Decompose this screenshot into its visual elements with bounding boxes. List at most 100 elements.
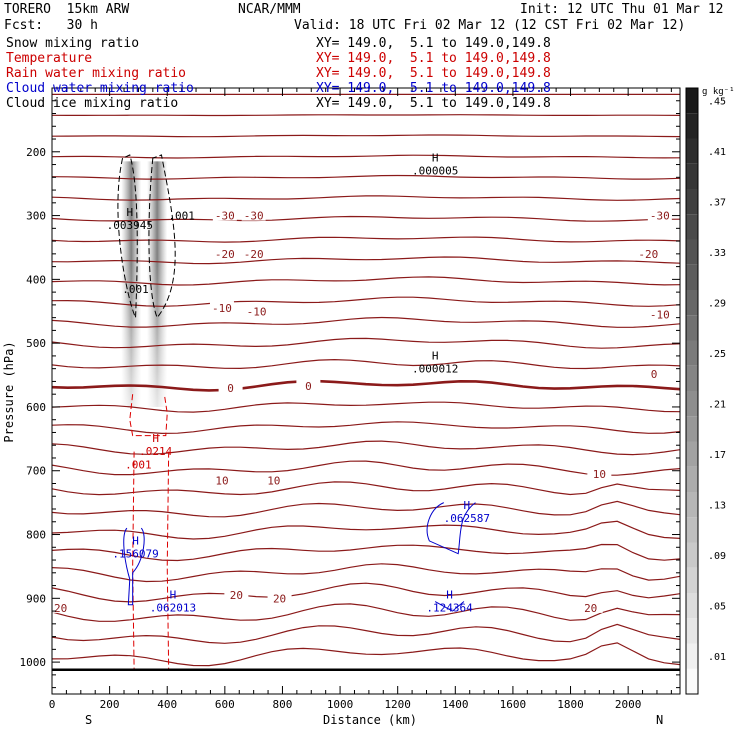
colorbar-cell xyxy=(686,492,698,518)
isotherm-label-bg xyxy=(224,588,249,601)
contour-label: .001 xyxy=(122,283,149,296)
y-tick-label: 600 xyxy=(26,401,46,414)
isotherm-label-bg xyxy=(578,600,603,613)
colorbar-cell xyxy=(686,365,698,391)
isotherm xyxy=(51,215,681,222)
field-xy: XY= 149.0, 5.1 to 149.0,149.8 xyxy=(316,66,551,81)
colorbar-label: .21 xyxy=(708,400,726,411)
model-title: TORERO 15km ARW xyxy=(4,2,130,17)
colorbar-label: .25 xyxy=(708,349,726,360)
isotherm-label-bg xyxy=(212,208,237,221)
isotherm xyxy=(51,316,681,328)
isotherm-label-bg xyxy=(209,473,234,486)
isotherm-label-bg xyxy=(261,473,286,486)
x-tick-label: 600 xyxy=(215,698,235,711)
colorbar-label: .17 xyxy=(708,450,726,461)
colorbar-label: .29 xyxy=(708,299,726,310)
org-label: NCAR/MMM xyxy=(238,2,301,17)
maximum-value: .0214 xyxy=(139,445,172,458)
isotherm-label: -30 xyxy=(215,210,235,223)
colorbar-cell xyxy=(686,542,698,568)
colorbar-label: .09 xyxy=(708,551,726,562)
colorbar-cell xyxy=(686,643,698,669)
maximum-marker: H xyxy=(132,534,139,547)
colorbar-label: .33 xyxy=(708,248,726,259)
snow-contour xyxy=(117,154,138,318)
isotherm xyxy=(51,276,681,286)
colorbar-cell xyxy=(686,466,698,492)
isotherm-label-bg xyxy=(218,380,243,393)
plot-frame xyxy=(51,87,681,695)
maximum-value: .003945 xyxy=(107,219,153,232)
rain-contour xyxy=(166,451,170,669)
maximum-value: .124364 xyxy=(426,602,473,615)
maximum-marker: H xyxy=(126,206,133,219)
y-tick-label: 500 xyxy=(26,337,46,350)
colorbar-cell xyxy=(686,517,698,543)
isotherm-label-bg xyxy=(647,208,672,221)
maximum-marker: H xyxy=(152,432,159,445)
isotherm-label: 20 xyxy=(230,589,243,602)
isotherm xyxy=(51,623,681,644)
field-xy: XY= 149.0, 5.1 to 149.0,149.8 xyxy=(316,36,551,51)
field-name: Cloud water mixing ratio xyxy=(6,81,194,96)
isotherm-label: -10 xyxy=(212,302,232,315)
isotherm-label-bg xyxy=(267,591,292,604)
isotherm xyxy=(51,543,681,562)
colorbar-cell xyxy=(686,189,698,215)
colorbar-label: .13 xyxy=(708,501,726,512)
y-tick-label: 800 xyxy=(26,529,46,542)
field-name: Temperature xyxy=(6,51,93,66)
isotherm xyxy=(51,563,681,583)
colorbar-cell xyxy=(686,593,698,619)
colorbar-cell xyxy=(686,264,698,290)
colorbar-cell xyxy=(686,618,698,644)
colorbar-cell xyxy=(686,113,698,139)
field-name: Snow mixing ratio xyxy=(6,36,140,51)
snow-shading-fade xyxy=(118,161,171,420)
colorbar-label: .41 xyxy=(708,147,726,158)
isotherm xyxy=(51,481,681,496)
isotherm xyxy=(51,460,681,476)
cloud-water-contour xyxy=(123,527,145,606)
colorbar-cell xyxy=(686,214,698,240)
isotherm-label: 20 xyxy=(54,602,67,615)
isotherm-label: 0 xyxy=(305,380,312,393)
y-tick-label: 1000 xyxy=(20,656,47,669)
isotherm-label-bg xyxy=(209,301,234,314)
maximum-value: .062587 xyxy=(444,512,490,525)
colorbar-label: .01 xyxy=(708,652,726,663)
isotherm-label-bg xyxy=(296,378,321,391)
isotherm xyxy=(51,421,681,435)
isotherm xyxy=(51,174,681,180)
cloud-water-contour xyxy=(426,502,476,555)
isotherm-label: 10 xyxy=(593,468,606,481)
init-label: Init: 12 UTC Thu 01 Mar 12 xyxy=(520,2,724,17)
y-axis-label: Pressure (hPa) xyxy=(2,341,16,442)
field-xy: XY= 149.0, 5.1 to 149.0,149.8 xyxy=(316,81,551,96)
isotherm xyxy=(51,642,681,667)
maximum-marker: H xyxy=(170,589,177,602)
maximum-marker: H xyxy=(464,499,471,512)
isotherm xyxy=(51,358,681,370)
isotherm-label-bg xyxy=(642,366,667,379)
x-tick-label: 400 xyxy=(157,698,177,711)
isotherm-label: 20 xyxy=(584,602,597,615)
y-tick-label: 400 xyxy=(26,273,46,286)
x-tick-label: 200 xyxy=(100,698,120,711)
isotherm-label: 20 xyxy=(273,592,286,605)
x-tick-label: 1000 xyxy=(327,698,354,711)
colorbar-cell xyxy=(686,391,698,417)
isotherm-label: -20 xyxy=(215,248,235,261)
cloud-water-contour xyxy=(434,601,465,612)
colorbar-cell xyxy=(686,290,698,316)
maximum-value: .000005 xyxy=(412,165,458,178)
isotherm xyxy=(51,520,681,540)
left-end-label: S xyxy=(85,713,92,727)
colorbar-cell xyxy=(686,340,698,366)
isotherm-label: 0 xyxy=(227,382,234,395)
maximum-marker: H xyxy=(446,589,453,602)
isotherm xyxy=(51,256,681,265)
isotherm-label-bg xyxy=(244,304,269,317)
colorbar-unit: g kg⁻¹ xyxy=(702,87,735,97)
